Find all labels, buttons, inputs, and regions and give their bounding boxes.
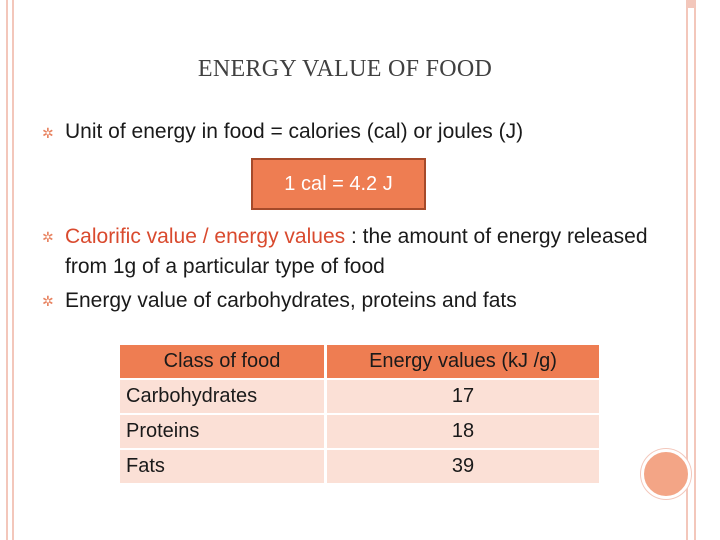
bullet-energy-value-types: Energy value of carbohydrates, proteins … xyxy=(65,289,517,312)
bullet-energy-unit: Unit of energy in food = calories (cal) … xyxy=(65,120,524,143)
table-header-class: Class of food xyxy=(120,345,324,378)
gear-bullet-icon: ✲ xyxy=(42,229,54,245)
table-cell-class: Proteins xyxy=(120,415,324,448)
table-cell-energy: 17 xyxy=(324,380,599,413)
table-header-energy: Energy values (kJ /g) xyxy=(324,345,599,378)
energy-values-table: Class of food Energy values (kJ /g) Carb… xyxy=(120,343,599,485)
gear-bullet-icon: ✲ xyxy=(42,125,54,141)
table-cell-class: Carbohydrates xyxy=(120,380,324,413)
table-cell-energy: 18 xyxy=(324,415,599,448)
slide-title: ENERGY VALUE OF FOOD xyxy=(197,56,493,82)
table-row: Proteins 18 xyxy=(120,415,599,448)
slide-frame-left xyxy=(6,0,14,540)
table-cell-class: Fats xyxy=(120,450,324,483)
table-row: Carbohydrates 17 xyxy=(120,380,599,413)
table-row: Fats 39 xyxy=(120,450,599,483)
formula-box: 1 cal = 4.2 J xyxy=(251,158,426,210)
table-header-row: Class of food Energy values (kJ /g) xyxy=(120,345,599,378)
calorific-value-definition: : the amount of energy released from 1g … xyxy=(65,225,648,278)
table-cell-energy: 39 xyxy=(324,450,599,483)
gear-bullet-icon: ✲ xyxy=(42,293,54,309)
bullet-calorific-value: Calorific value / energy values : the am… xyxy=(65,222,665,282)
decorative-circle xyxy=(641,449,691,499)
slide-frame-right-cap xyxy=(686,0,696,8)
slide-frame-right xyxy=(686,0,696,540)
calorific-value-term: Calorific value / energy values xyxy=(65,225,346,248)
